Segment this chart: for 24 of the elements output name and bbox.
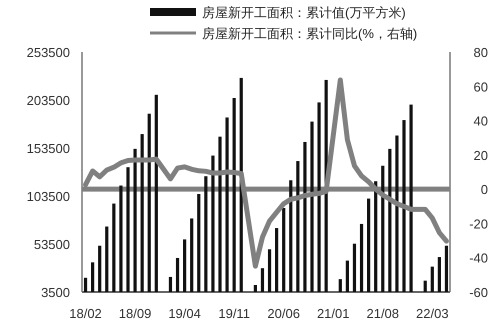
x-tick-label: 19/04 (168, 306, 201, 321)
y2-tick-label: 60 (474, 79, 488, 94)
x-tick-label: 19/11 (218, 306, 250, 321)
x-tick-label: 20/06 (267, 306, 300, 321)
legend-label: 房屋新开工面积：累计值(万平方米) (202, 5, 406, 20)
y2-tick-label: -40 (469, 250, 488, 266)
x-tick-label: 18/02 (69, 306, 102, 321)
y-tick-label: 253500 (26, 45, 70, 60)
y2-tick-label: 20 (474, 148, 488, 163)
x-tick-label: 18/09 (118, 306, 152, 321)
y2-tick-label: 40 (474, 114, 488, 129)
x-tick-label: 21/01 (316, 306, 350, 321)
y2-tick-label: -60 (469, 285, 488, 300)
y2-tick-label: 80 (474, 45, 488, 60)
y-tick-label: 103500 (26, 189, 70, 204)
y-tick-label: 3500 (41, 285, 70, 300)
y-tick-label: 153500 (26, 141, 70, 156)
legend-label: 房屋新开工面积：累计同比(%，右轴) (202, 26, 418, 41)
y2-tick-label: 0 (480, 182, 488, 198)
y-tick-label: 53500 (34, 237, 70, 252)
y-tick-label: 203500 (26, 93, 70, 108)
y2-tick-label: -20 (469, 216, 488, 232)
x-tick-label: 22/03 (416, 306, 449, 321)
x-tick-label: 21/08 (366, 306, 400, 321)
